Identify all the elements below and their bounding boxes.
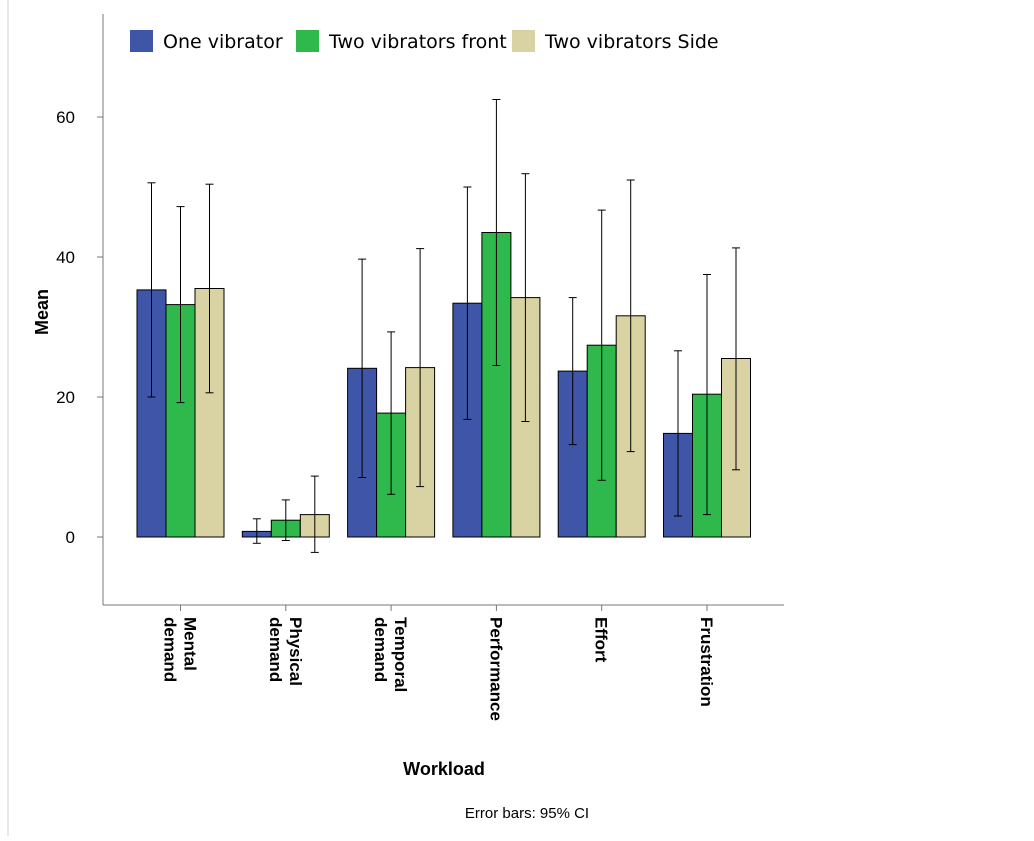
legend-label: Two vibrators front [328,31,507,53]
legend-swatch [512,30,535,52]
y-axis-title: Mean [32,289,52,335]
error-bars [147,99,740,553]
y-tick-label: 60 [56,108,75,127]
legend: One vibrator Two vibrators front Two vibra… [130,30,719,53]
category-label-line: Performance [486,617,505,721]
y-tick-label: 0 [66,528,75,547]
category-label-line: demand [266,617,285,682]
category-label: Effort [592,617,611,663]
x-axis-title: Workload [403,759,485,779]
y-tick-label: 20 [56,388,75,407]
category-label-line: demand [371,617,390,682]
bar [452,302,483,538]
category-label-line: Mental [181,617,200,671]
category-label-line: Effort [592,617,611,663]
category-label: Performance [486,617,505,721]
category-label-line: Temporal [391,617,410,692]
category-label-line: Physical [286,617,305,686]
legend-swatch [130,30,153,52]
category-label-line: Frustration [697,617,716,707]
axes: 0 20 40 60 [56,14,784,611]
legend-label: Two vibrators Side [544,31,719,53]
legend-label: One vibrator [163,31,283,53]
y-tick-label: 40 [56,248,75,267]
error-bars-footnote: Error bars: 95% CI [465,805,589,822]
legend-swatch [296,30,319,52]
category-label: Frustration [697,617,716,707]
category-label-line: demand [161,617,180,682]
bars [136,232,751,538]
